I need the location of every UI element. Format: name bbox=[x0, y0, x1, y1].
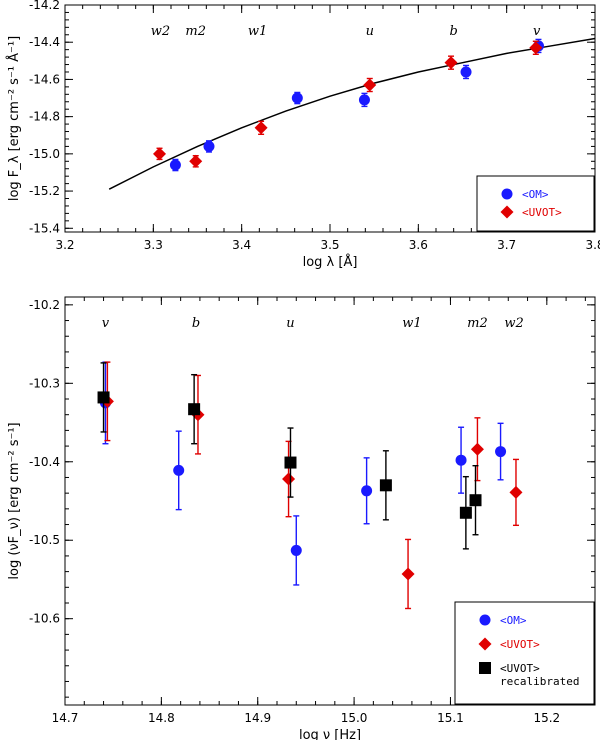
legend: <OM> <UVOT> bbox=[476, 175, 595, 232]
y-tick-label: -10.4 bbox=[29, 455, 60, 469]
y-axis-label: log F_λ [erg cm⁻² s⁻¹ Å⁻¹] bbox=[6, 36, 22, 201]
legend-marker bbox=[500, 205, 514, 219]
y-tick-label: -14.4 bbox=[29, 35, 60, 49]
y-tick-label: -10.3 bbox=[29, 376, 60, 390]
series-recal bbox=[97, 362, 482, 550]
x-tick-label: 14.8 bbox=[148, 711, 175, 725]
x-tick-label: 3.3 bbox=[144, 238, 163, 252]
fit-curve bbox=[108, 37, 596, 190]
data-point-square bbox=[459, 506, 472, 519]
x-tick-label: 14.9 bbox=[244, 711, 271, 725]
series-uvot bbox=[153, 40, 543, 168]
data-point-diamond bbox=[401, 567, 415, 581]
legend-label: recalibrated bbox=[500, 675, 579, 688]
x-axis-label: log λ [Å] bbox=[303, 254, 358, 270]
data-point-diamond bbox=[282, 472, 296, 486]
band-label: u bbox=[286, 316, 294, 331]
legend: <OM><UVOT><UVOT>recalibrated bbox=[454, 601, 595, 705]
x-tick-label: 15.1 bbox=[437, 711, 464, 725]
data-point-circle bbox=[358, 94, 370, 106]
y-tick-label: -15.4 bbox=[29, 221, 60, 235]
band-label: v bbox=[102, 316, 110, 331]
y-axis-label: log (νF_ν) [erg cm⁻² s⁻¹] bbox=[7, 422, 22, 579]
series-om bbox=[99, 361, 507, 586]
data-point-circle bbox=[455, 454, 467, 466]
x-tick-label: 15.0 bbox=[341, 711, 368, 725]
y-tick-label: -14.6 bbox=[29, 72, 60, 86]
x-tick-label: 3.5 bbox=[320, 238, 339, 252]
y-tick-label: -15.2 bbox=[29, 184, 60, 198]
data-point-diamond bbox=[509, 485, 523, 499]
y-tick-label: -14.2 bbox=[29, 0, 60, 12]
data-point-circle bbox=[361, 485, 373, 497]
band-label: w1 bbox=[248, 24, 267, 39]
x-tick-label: 14.7 bbox=[52, 711, 79, 725]
band-label: w1 bbox=[402, 316, 421, 331]
data-point-diamond bbox=[470, 442, 484, 456]
data-point-diamond bbox=[529, 41, 543, 55]
legend-label: <UVOT> bbox=[522, 206, 562, 219]
legend-label: <UVOT> bbox=[500, 638, 540, 651]
band-label: w2 bbox=[504, 316, 523, 331]
data-point-square bbox=[469, 494, 482, 507]
legend-marker bbox=[479, 662, 491, 674]
y-tick-label: -14.8 bbox=[29, 110, 60, 124]
band-label: w2 bbox=[151, 24, 170, 39]
series-uvot bbox=[100, 361, 523, 610]
data-point-diamond bbox=[153, 147, 167, 161]
data-point-circle bbox=[203, 140, 215, 152]
band-label: m2 bbox=[467, 316, 488, 331]
data-point-circle bbox=[173, 464, 185, 476]
y-tick-label: -10.6 bbox=[29, 612, 60, 626]
y-tick-label: -15.0 bbox=[29, 147, 60, 161]
series-om bbox=[169, 38, 544, 172]
y-tick-label: -10.2 bbox=[29, 298, 60, 312]
legend-marker bbox=[479, 614, 491, 626]
data-point-diamond bbox=[254, 121, 268, 135]
legend-label: <UVOT> bbox=[500, 662, 540, 675]
chart-panel-2: 14.7 14.8 14.9 15.0 15.1 15.2 -10.6 -10.5 -10.4 -… bbox=[7, 296, 596, 740]
y-tick-label: -10.5 bbox=[29, 533, 60, 547]
data-point-square bbox=[97, 391, 110, 404]
x-tick-label: 3.2 bbox=[55, 238, 74, 252]
band-label: m2 bbox=[185, 24, 206, 39]
x-axis-label: log ν [Hz] bbox=[299, 728, 361, 740]
data-point-circle bbox=[460, 66, 472, 78]
data-point-circle bbox=[495, 446, 507, 458]
x-tick-label: 3.4 bbox=[232, 238, 251, 252]
legend-label: <OM> bbox=[500, 614, 527, 627]
legend-marker bbox=[501, 188, 513, 200]
data-point-diamond bbox=[444, 56, 458, 70]
data-point-square bbox=[188, 403, 201, 416]
legend-marker bbox=[478, 637, 492, 651]
data-point-circle bbox=[169, 159, 181, 171]
band-label: v bbox=[533, 24, 541, 39]
band-label: b bbox=[450, 24, 458, 39]
data-point-square bbox=[379, 479, 392, 492]
x-tick-label: 3.6 bbox=[409, 238, 428, 252]
legend-box bbox=[476, 175, 595, 232]
x-tick-label: 3.8 bbox=[585, 238, 600, 252]
plot-frame bbox=[64, 296, 596, 706]
legend-label: <OM> bbox=[522, 188, 549, 201]
x-tick-label: 15.2 bbox=[533, 711, 560, 725]
data-point-circle bbox=[291, 92, 303, 104]
band-label: b bbox=[192, 316, 200, 331]
legend-box bbox=[454, 601, 595, 705]
data-point-circle bbox=[290, 544, 302, 556]
x-tick-label: 3.7 bbox=[497, 238, 516, 252]
band-label: u bbox=[366, 24, 374, 39]
data-point-square bbox=[284, 456, 297, 469]
chart-panel-1: 3.2 3.3 3.4 3.5 3.6 3.7 3.8 -15.4 -15.2 -15.0 -14.… bbox=[6, 0, 600, 270]
data-point-diamond bbox=[363, 78, 377, 92]
data-point-diamond bbox=[189, 154, 203, 168]
